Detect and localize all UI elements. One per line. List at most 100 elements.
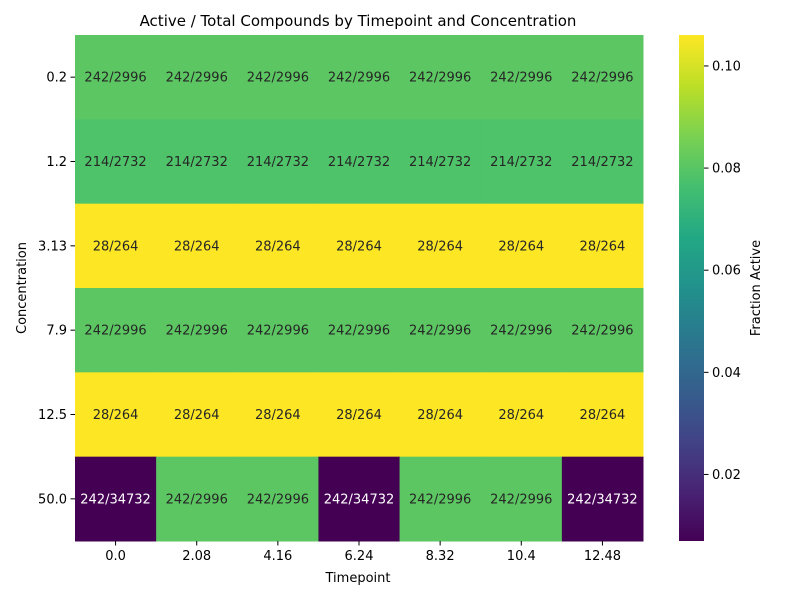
cell-label: 28/264 (255, 239, 301, 254)
cell-label: 28/264 (336, 408, 382, 423)
x-tick-label: 6.24 (345, 549, 374, 564)
heatmap-cell (237, 288, 319, 373)
x-tick-label: 12.48 (584, 549, 621, 564)
heatmap-cell (156, 288, 238, 373)
heatmap-cell (156, 456, 238, 542)
heatmap-cell (237, 35, 319, 120)
colorbar-tick-label: 0.08 (712, 162, 741, 177)
cell-label: 242/34732 (324, 492, 395, 507)
colorbar: 0.02 0.04 0.06 0.08 0.10 (679, 35, 741, 541)
cell-label: 214/2732 (571, 155, 633, 170)
x-axis: 0.0 2.08 4.16 6.24 8.32 10.4 12.48 (105, 541, 621, 564)
cell-label: 214/2732 (166, 155, 228, 170)
y-tick-label: 0.2 (46, 71, 67, 86)
heatmap-cell (561, 288, 644, 373)
heatmap-cell (399, 35, 482, 120)
heatmap-cell (480, 203, 563, 289)
cell-label: 242/34732 (567, 492, 638, 507)
cell-label: 242/2996 (490, 492, 552, 507)
heatmap-cells (75, 35, 644, 542)
heatmap-cell (237, 119, 319, 205)
heatmap-cell (480, 372, 563, 458)
colorbar-gradient (679, 35, 704, 541)
heatmap-cell (561, 203, 644, 289)
heatmap-cell (156, 203, 238, 289)
heatmap-cell (399, 372, 482, 458)
heatmap-cell (399, 203, 482, 289)
heatmap-cell (399, 288, 482, 373)
heatmap-cell (75, 119, 157, 205)
chart-title: Active / Total Compounds by Timepoint an… (140, 12, 577, 30)
cell-label: 28/264 (255, 408, 301, 423)
heatmap-cell (399, 456, 482, 542)
cell-label: 28/264 (498, 408, 544, 423)
cell-label: 242/2996 (84, 71, 146, 86)
heatmap-cell (480, 456, 563, 542)
cell-label: 242/2996 (571, 324, 633, 339)
cell-label: 28/264 (174, 408, 220, 423)
heatmap-cell (75, 203, 157, 289)
heatmap-cell (561, 456, 644, 542)
colorbar-label: Fraction Active (749, 240, 764, 336)
cell-label: 242/34732 (80, 492, 151, 507)
heatmap-cell (75, 456, 157, 542)
cell-label: 28/264 (498, 239, 544, 254)
x-tick-label: 0.0 (105, 549, 126, 564)
cell-label: 242/2996 (328, 71, 390, 86)
cell-label: 242/2996 (409, 324, 471, 339)
cell-label: 28/264 (417, 408, 463, 423)
heatmap-cell (561, 119, 644, 205)
cell-label: 242/2996 (409, 492, 471, 507)
x-tick-label: 4.16 (263, 549, 292, 564)
heatmap-cell (318, 119, 401, 205)
cell-label: 242/2996 (328, 324, 390, 339)
heatmap-cell (318, 456, 401, 542)
cell-label: 214/2732 (247, 155, 309, 170)
y-axis-label: Concentration (15, 242, 30, 334)
heatmap-cell (156, 119, 238, 205)
y-tick-label: 3.13 (38, 239, 67, 254)
cell-label: 28/264 (580, 408, 626, 423)
heatmap-cell (561, 372, 644, 458)
y-tick-label: 7.9 (46, 324, 67, 339)
y-tick-label: 1.2 (46, 155, 67, 170)
cell-label: 242/2996 (571, 71, 633, 86)
heatmap-cell (318, 372, 401, 458)
y-tick-label: 12.5 (38, 408, 67, 423)
cell-label: 28/264 (93, 239, 139, 254)
heatmap-cell (156, 372, 238, 458)
cell-labels: 242/2996 242/2996 242/2996 242/2996 242/2996… (80, 71, 637, 508)
cell-label: 28/264 (93, 408, 139, 423)
colorbar-tick-label: 0.02 (712, 468, 741, 483)
heatmap-cell (318, 288, 401, 373)
cell-label: 28/264 (174, 239, 220, 254)
heatmap-cell (480, 35, 563, 120)
cell-label: 28/264 (417, 239, 463, 254)
cell-label: 214/2732 (409, 155, 471, 170)
cell-label: 242/2996 (409, 71, 471, 86)
heatmap-cell (237, 372, 319, 458)
heatmap-cell (156, 35, 238, 120)
heatmap-cell (237, 203, 319, 289)
cell-label: 242/2996 (247, 492, 309, 507)
cell-label: 28/264 (580, 239, 626, 254)
cell-label: 28/264 (336, 239, 382, 254)
cell-label: 242/2996 (490, 71, 552, 86)
heatmap-cell (75, 288, 157, 373)
cell-label: 214/2732 (328, 155, 390, 170)
colorbar-tick-label: 0.10 (712, 59, 741, 74)
cell-label: 214/2732 (84, 155, 146, 170)
cell-label: 242/2996 (166, 324, 228, 339)
heatmap-cell (480, 119, 563, 205)
heatmap-cell (318, 203, 401, 289)
cell-label: 242/2996 (490, 324, 552, 339)
colorbar-tick-label: 0.04 (712, 366, 741, 381)
colorbar-tick-label: 0.06 (712, 264, 741, 279)
heatmap-cell (75, 35, 157, 120)
y-tick-label: 50.0 (38, 492, 67, 507)
x-tick-label: 10.4 (507, 549, 536, 564)
x-tick-label: 8.32 (426, 549, 455, 564)
cell-label: 214/2732 (490, 155, 552, 170)
cell-label: 242/2996 (247, 324, 309, 339)
